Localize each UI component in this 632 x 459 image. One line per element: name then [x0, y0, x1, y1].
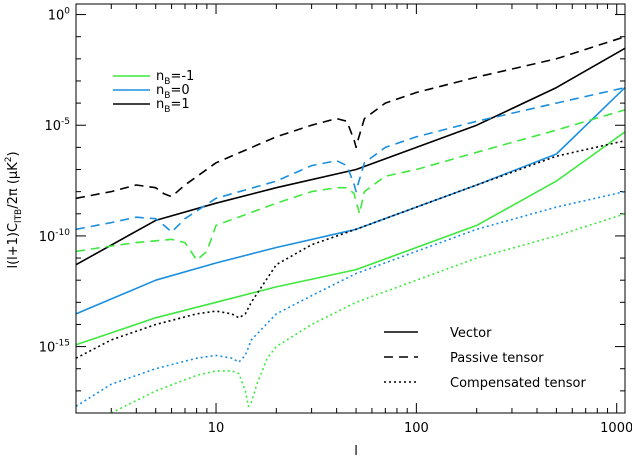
legend-label-nb-1: nB=1	[156, 97, 190, 115]
plot-frame	[75, 3, 626, 414]
series-layer	[75, 35, 626, 414]
y-tick-label: 10-10	[39, 228, 71, 245]
axis-ticks	[75, 4, 625, 414]
color-legend: nB=-1 nB=0 nB=1	[113, 69, 194, 115]
x-tick-label: 1000	[600, 421, 632, 436]
series-nB-0-dotted	[75, 190, 626, 407]
x-tick-label: 100	[404, 421, 429, 436]
legend-label-nb-0: nB=0	[156, 83, 190, 101]
legend-label-passive-tensor: Passive tensor	[450, 351, 544, 366]
series-nBminus-1-dotted	[75, 139, 626, 359]
legend-label-nb-minus-1: nB=-1	[156, 69, 194, 87]
series-nB-0-solid	[75, 87, 626, 315]
y-tick-label: 10-5	[44, 117, 70, 134]
series-nB-minus-1-dashed	[75, 109, 626, 261]
y-tick-label: 100	[48, 7, 71, 24]
series-nB-minus-1-dotted	[110, 213, 626, 414]
series-nBminus-1-solid	[75, 47, 626, 266]
y-axis-label: l(l+1)ClTB/2π (μK2)	[4, 151, 24, 268]
x-tick-label: 10	[208, 421, 225, 436]
x-axis-label: l	[354, 444, 358, 459]
style-legend: Vector Passive tensor Compensated tensor	[384, 326, 586, 391]
legend-label-vector: Vector	[450, 326, 492, 341]
series-nB-minus-1-solid	[75, 131, 626, 346]
y-tick-label: 10-15	[39, 339, 70, 356]
legend-label-compensated-tensor: Compensated tensor	[450, 376, 586, 391]
tick-labels: 10 100 1000 10-15 10-10 10-5 100	[39, 7, 632, 436]
